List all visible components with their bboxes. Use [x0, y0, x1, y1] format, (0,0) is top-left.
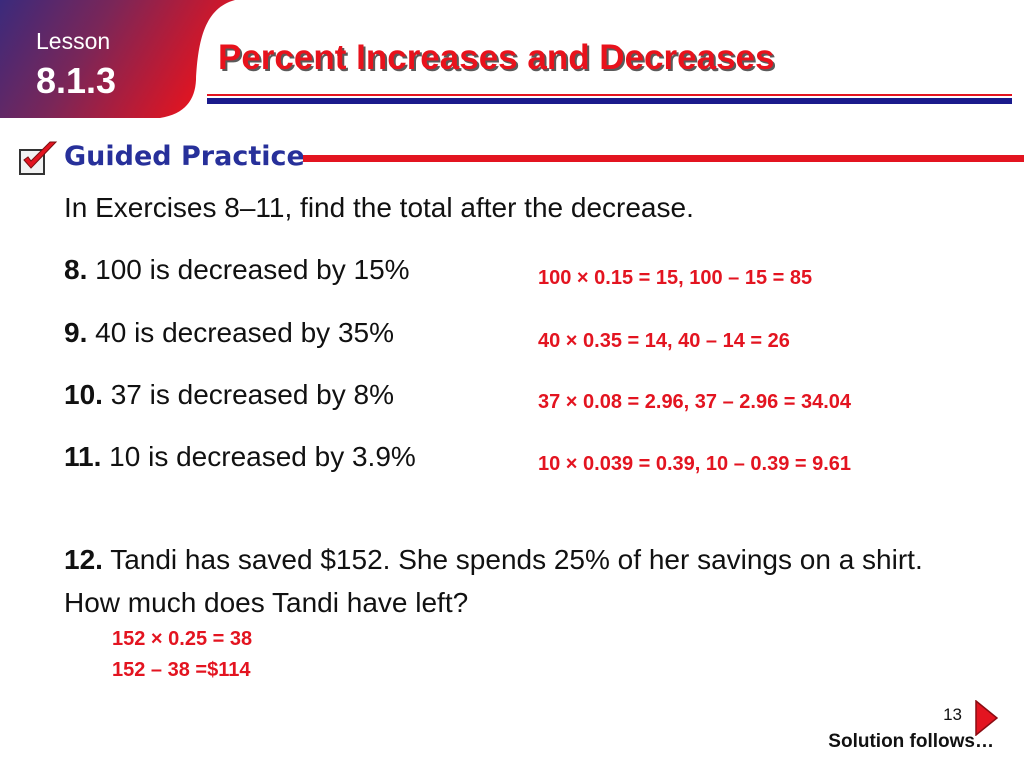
exercise-9-answer: 40 × 0.35 = 14, 40 – 14 = 26	[538, 330, 790, 352]
exercise-11: 11. 10 is decreased by 3.9%	[64, 441, 416, 473]
exercise-8-answer: 100 × 0.15 = 15, 100 – 15 = 85	[538, 267, 813, 289]
exercise-number: 10.	[64, 379, 103, 410]
exercise-text: 10 is decreased by 3.9%	[101, 441, 416, 472]
exercise-9: 9. 40 is decreased by 35%	[64, 317, 394, 349]
exercise-10-answer: 37 × 0.08 = 2.96, 37 – 2.96 = 34.04	[538, 391, 852, 413]
exercise-number: 11.	[64, 441, 102, 472]
exercise-number: 9.	[64, 317, 88, 348]
solution-follows-label: Solution follows…	[828, 731, 994, 752]
exercise-text: 40 is decreased by 35%	[87, 317, 394, 348]
lesson-badge	[0, 0, 235, 118]
exercise-text: Tandi has saved $152. She spends 25% of …	[64, 544, 923, 618]
exercise-text: 100 is decreased by 15%	[87, 254, 410, 285]
triangle-right-icon[interactable]	[974, 700, 998, 736]
section-divider	[303, 155, 1024, 162]
instructions: In Exercises 8–11, find the total after …	[64, 192, 694, 223]
page-title: Percent Increases and Decreases	[218, 38, 775, 77]
lesson-number: 8.1.3	[36, 60, 117, 101]
exercise-11-answer: 10 × 0.039 = 0.39, 10 – 0.39 = 9.61	[538, 453, 852, 475]
exercise-number: 12.	[64, 544, 103, 575]
exercise-10: 10. 37 is decreased by 8%	[64, 379, 394, 411]
section-label: Guided Practice	[64, 141, 305, 172]
exercise-8: 8. 100 is decreased by 15%	[64, 254, 410, 286]
exercise-text: 37 is decreased by 8%	[102, 379, 394, 410]
checkbox-check-icon	[19, 141, 58, 175]
exercise-12-answer-line-2: 152 – 38 =$114	[112, 659, 251, 681]
exercise-12: 12. Tandi has saved $152. She spends 25%…	[64, 538, 924, 624]
exercise-12-answer-line-1: 152 × 0.25 = 38	[112, 628, 253, 650]
title-divider	[207, 94, 1012, 104]
exercise-number: 8.	[64, 254, 88, 285]
page-number: 13	[943, 705, 962, 724]
lesson-label: Lesson	[36, 28, 111, 54]
